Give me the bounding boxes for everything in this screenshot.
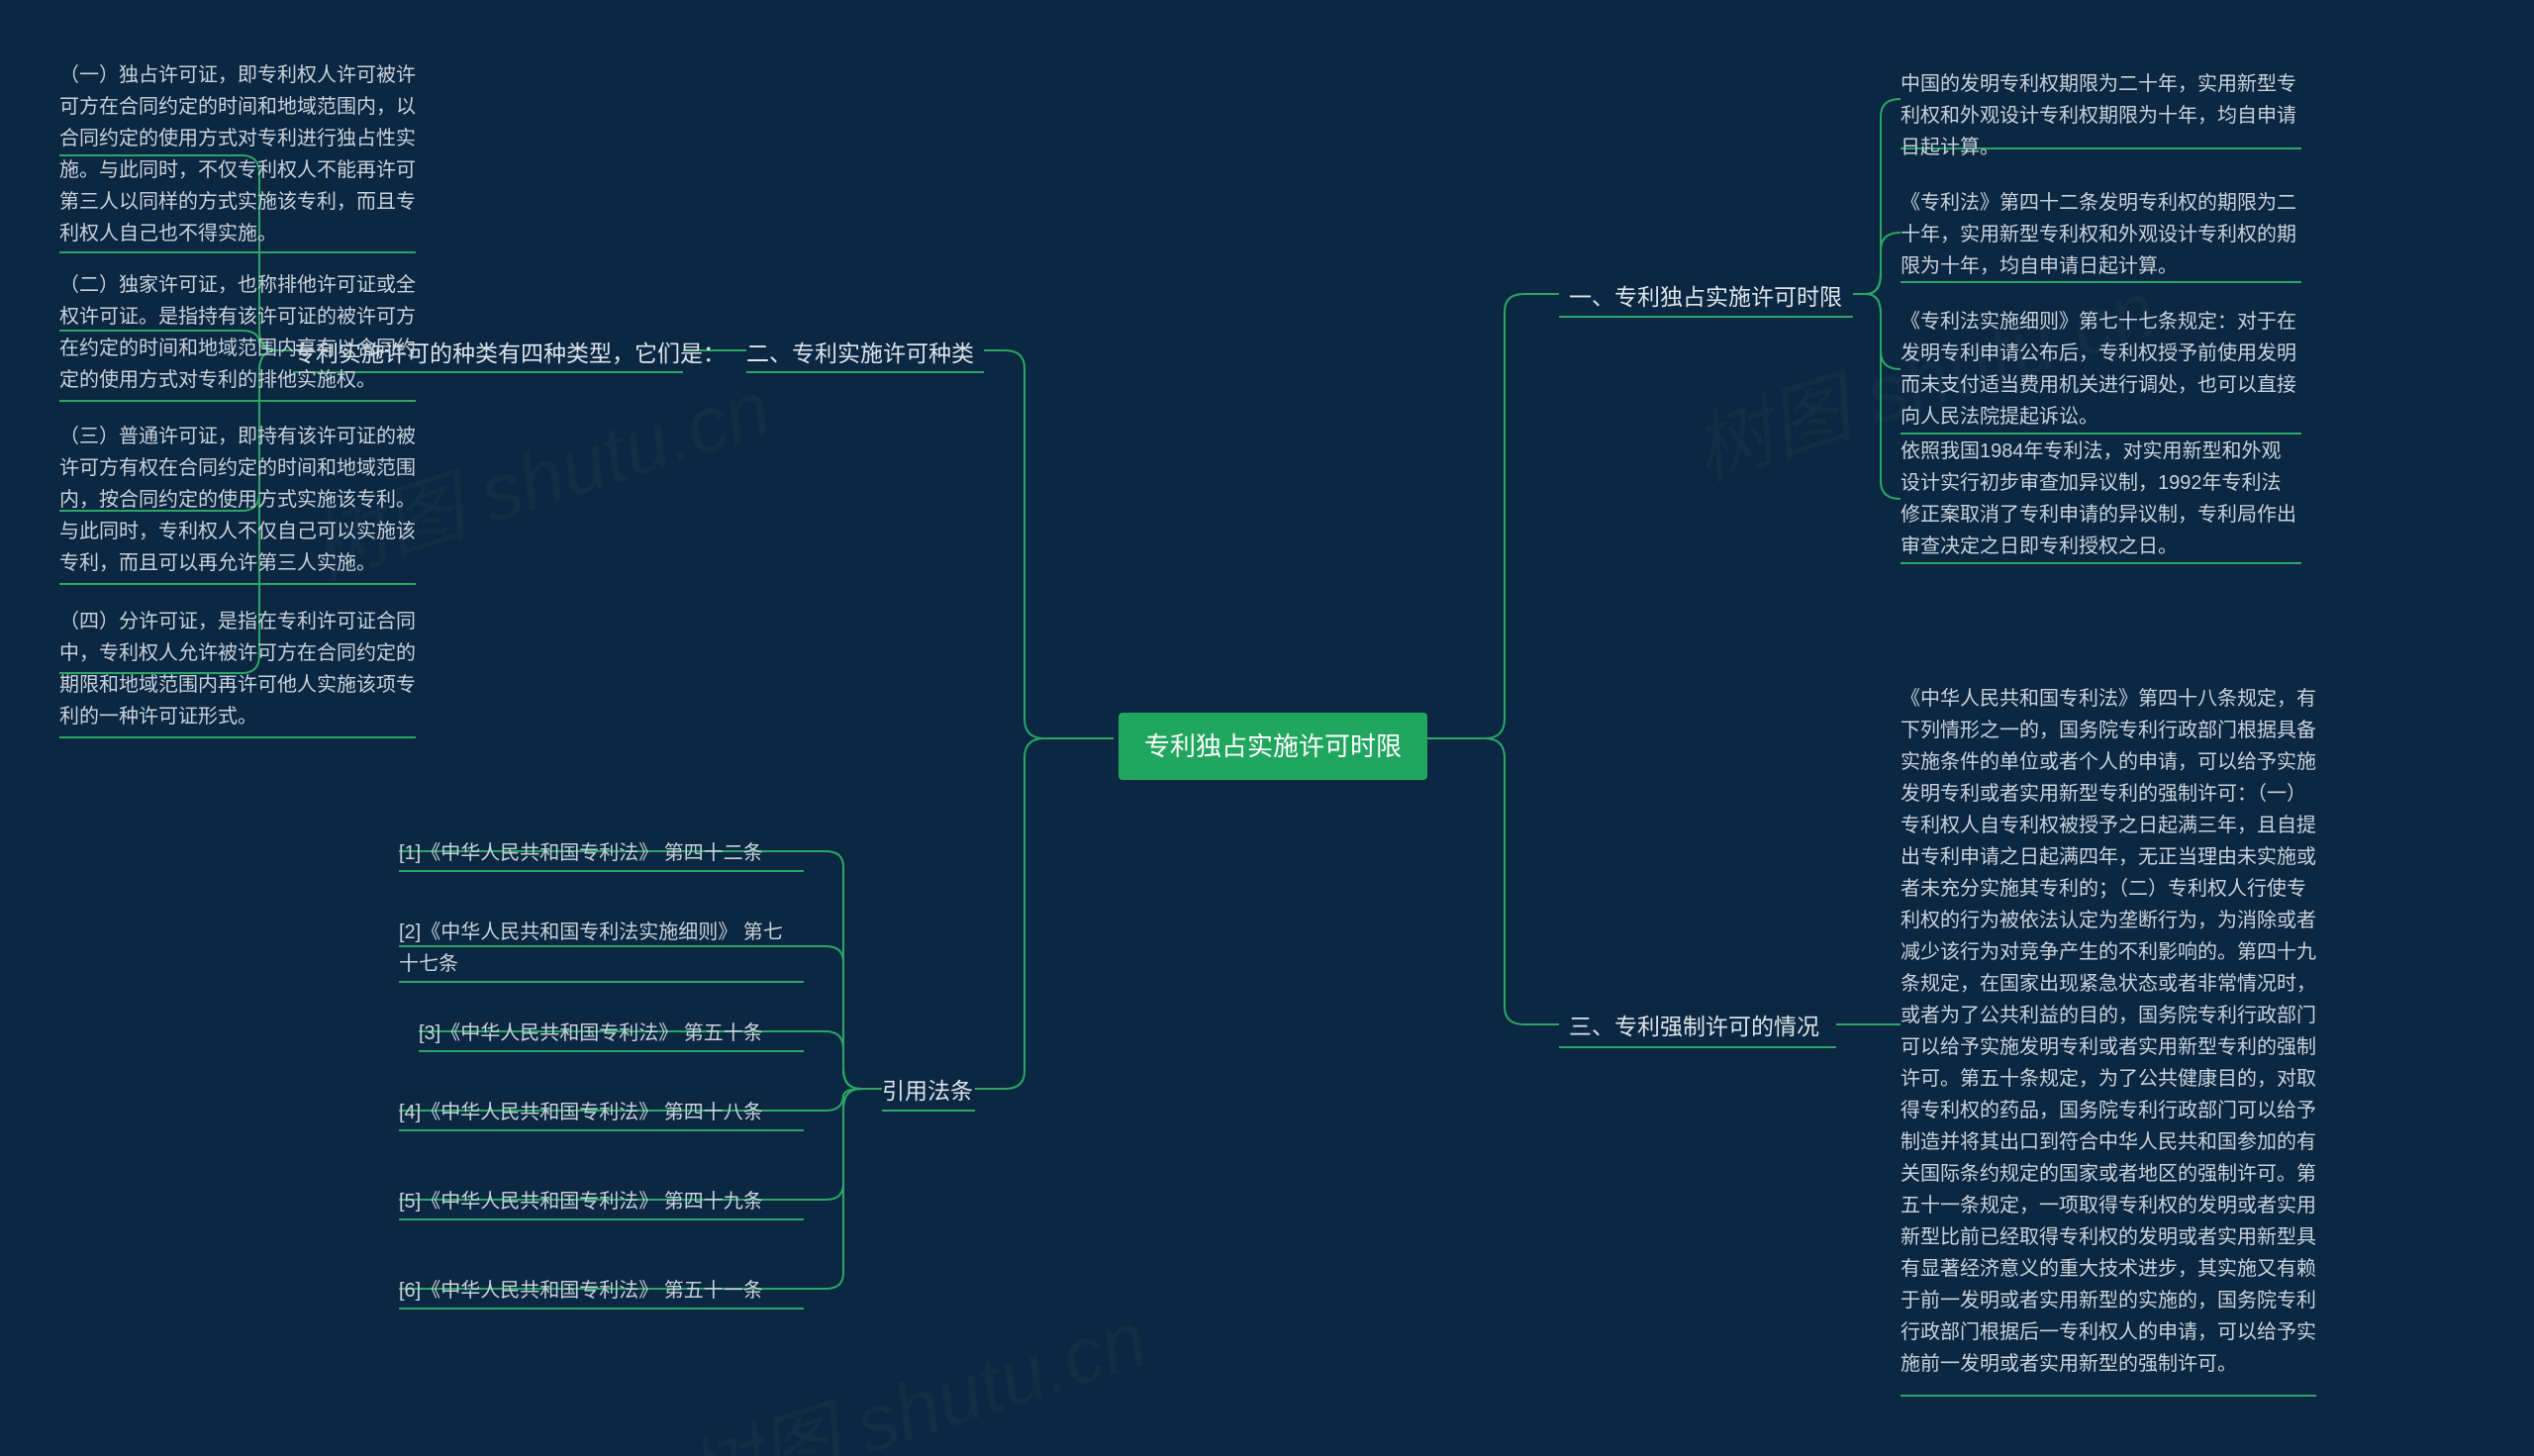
leaf-b1-1: 《专利法》第四十二条发明专利权的期限为二十年，实用新型专利权和外观设计专利权的期… (1900, 187, 2296, 282)
leaf-b4-5: [6]《中华人民共和国专利法》 第五十一条 (399, 1275, 795, 1307)
leaf-b4-2: [3]《中华人民共和国专利法》 第五十条 (419, 1018, 815, 1049)
leaf-b4-3: [4]《中华人民共和国专利法》 第四十八条 (399, 1097, 795, 1128)
leaf-b4-4: [5]《中华人民共和国专利法》 第四十九条 (399, 1186, 795, 1217)
leaf-b3-0: 《中华人民共和国专利法》第四十八条规定，有下列情形之一的，国务院专利行政部门根据… (1900, 683, 2316, 1380)
leaf-b1-3: 依照我国1984年专利法，对实用新型和外观设计实行初步审查加异议制，1992年专… (1900, 436, 2296, 562)
leaf-b2-1: （二）独家许可证，也称排他许可证或全权许可证。是指持有该许可证的被许可方在约定的… (59, 269, 416, 396)
leaf-b4-1: [2]《中华人民共和国专利法实施细则》 第七十七条 (399, 917, 795, 980)
branch-b4[interactable]: 引用法条 (882, 1074, 973, 1110)
leaf-b1-0: 中国的发明专利权期限为二十年，实用新型专利权和外观设计专利权期限为十年，均自申请… (1900, 68, 2296, 163)
branch-b1[interactable]: 一、专利独占实施许可时限 (1569, 280, 1842, 316)
branch-b2[interactable]: 二、专利实施许可种类 (746, 337, 974, 372)
center-node[interactable]: 专利独占实施许可时限 (1119, 713, 1427, 780)
branch-b3[interactable]: 三、专利强制许可的情况 (1569, 1010, 1819, 1045)
leaf-b2-2: （三）普通许可证，即持有该许可证的被许可方有权在合同约定的时间和地域范围内，按合… (59, 421, 416, 579)
leaf-b2-0: （一）独占许可证，即专利权人许可被许可方在合同约定的时间和地域范围内，以合同约定… (59, 59, 416, 249)
leaf-b1-2: 《专利法实施细则》第七十七条规定：对于在发明专利申请公布后，专利权授予前使用发明… (1900, 306, 2296, 433)
leaf-b2-3: （四）分许可证，是指在专利许可证合同中，专利权人允许被许可方在合同约定的期限和地… (59, 606, 416, 732)
leaf-b4-0: [1]《中华人民共和国专利法》 第四十二条 (399, 837, 795, 869)
